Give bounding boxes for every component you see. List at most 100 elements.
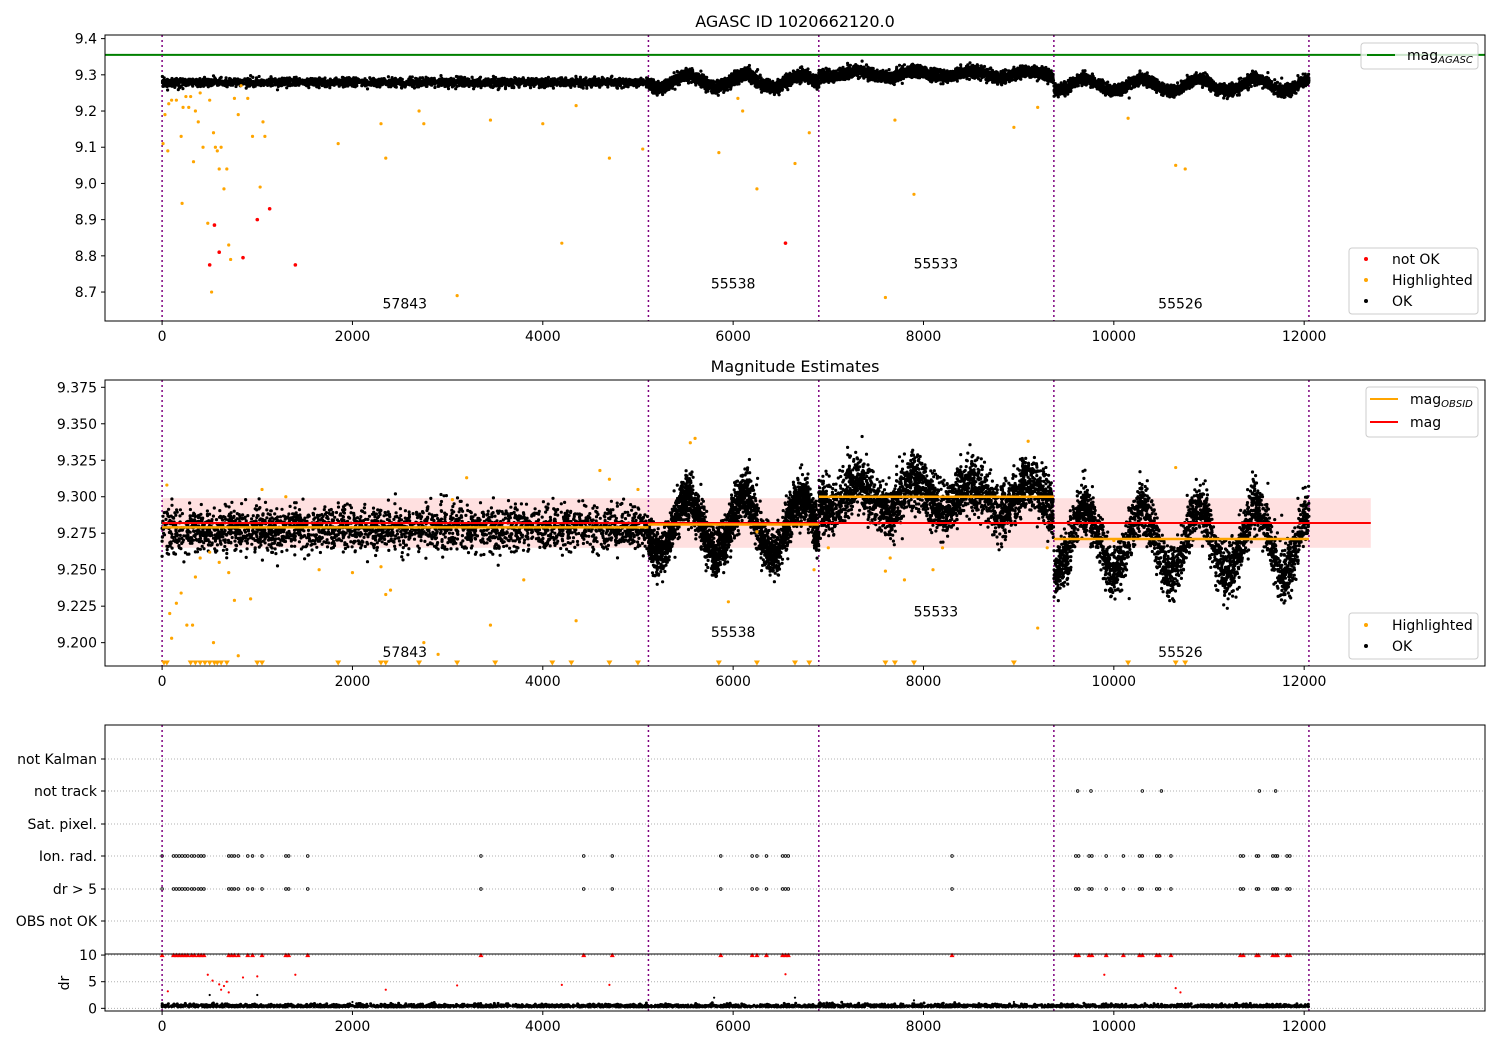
- highlighted-point: [193, 109, 198, 113]
- highlighted-point: [641, 147, 645, 151]
- highlighted-point: [232, 96, 237, 100]
- flag-marker: [232, 887, 237, 891]
- highlighted-point: [883, 569, 888, 573]
- flag-marker: [719, 854, 723, 858]
- highlighted-point: [179, 134, 183, 138]
- y-tick-label: Sat. pixel.: [28, 817, 97, 833]
- highlighted-point: [755, 187, 759, 191]
- not-ok-point: [207, 263, 212, 267]
- flag-marker: [610, 854, 614, 858]
- flag-marker: [1256, 854, 1261, 858]
- flag-marker: [750, 887, 754, 891]
- flag-marker: [186, 854, 190, 858]
- flag-marker: [1273, 887, 1278, 891]
- ok-points-cloud: [646, 63, 821, 97]
- flag-marker: [1273, 854, 1278, 858]
- dr-clipped-marker: [754, 952, 760, 958]
- highlighted-point: [450, 498, 454, 502]
- panel-magnitude-title: Magnitude Estimates: [711, 357, 880, 376]
- highlighted-point: [209, 290, 214, 294]
- highlighted-below-axis-marker: [214, 660, 221, 666]
- dr-outlier-point: [793, 996, 797, 999]
- y-tick-label: OBS not OK: [16, 914, 98, 930]
- panel-dr-frame: [104, 953, 1486, 1012]
- dr-red-point: [222, 984, 226, 988]
- y-tick-label: 10: [79, 948, 97, 964]
- y-tick-label: 9.300: [57, 490, 97, 506]
- highlighted-point: [185, 623, 189, 627]
- highlighted-below-axis-marker: [378, 660, 384, 666]
- panel-agasc-legend-points: not OK Highlighted OK: [1348, 247, 1479, 315]
- panel-dr-marks: [105, 952, 1485, 1011]
- highlighted-point: [263, 134, 267, 138]
- flag-marker: [236, 854, 240, 858]
- dr-clipped-marker: [235, 952, 241, 958]
- y-tick-label: dr > 5: [53, 882, 97, 898]
- highlighted-point: [198, 556, 202, 560]
- x-tick-label: 10000: [1092, 674, 1137, 690]
- flag-marker: [1241, 887, 1245, 891]
- highlighted-point: [574, 619, 578, 623]
- flag-marker: [750, 854, 754, 858]
- highlighted-point: [249, 597, 253, 601]
- dr-clipped-marker: [231, 952, 237, 958]
- panel-magnitude-marks: 57843 55538 55533 55526: [160, 380, 1371, 666]
- panel-magnitude-frame: [104, 379, 1486, 667]
- legend-box: [1348, 247, 1479, 315]
- highlighted-point: [260, 487, 264, 492]
- dr-clipped-marker: [1157, 952, 1163, 958]
- flag-marker: [610, 887, 614, 891]
- highlighted-below-axis-marker: [492, 660, 499, 666]
- highlighted-point: [541, 122, 545, 126]
- dr-clipped-marker: [250, 952, 256, 958]
- dr-red-point: [784, 973, 787, 976]
- highlighted-point: [488, 118, 493, 122]
- legend-label-mag-agasc: magAGASC: [1407, 48, 1473, 66]
- obsid-label: 55526: [1158, 645, 1203, 661]
- dr-ok-points-cloud: [160, 1000, 1311, 1009]
- highlighted-point: [284, 495, 288, 499]
- highlighted-below-axis-marker: [606, 660, 613, 666]
- highlighted-below-axis-marker: [254, 660, 261, 666]
- highlighted-point: [217, 560, 221, 564]
- obsid-label: 55533: [914, 257, 959, 273]
- highlighted-point: [893, 118, 897, 122]
- dr-clipped-marker: [1287, 952, 1293, 958]
- highlighted-point: [225, 167, 229, 171]
- highlighted-point: [1012, 125, 1016, 129]
- x-tick-label: 0: [158, 329, 167, 345]
- y-tick-label: 9.3: [75, 68, 97, 84]
- highlighted-point: [236, 654, 240, 658]
- x-tick-label: 10000: [1092, 329, 1137, 345]
- highlighted-below-axis-marker: [715, 660, 722, 666]
- y-tick-label: 9.225: [57, 599, 97, 615]
- highlighted-point: [793, 161, 797, 166]
- x-tick-label: 2000: [335, 329, 371, 345]
- y-tick-label: 9.375: [57, 380, 97, 396]
- dr-clipped-marker: [1168, 952, 1174, 958]
- legend-marker-not-ok: [1364, 257, 1368, 261]
- highlighted-point: [196, 120, 200, 124]
- x-tick-label: 4000: [525, 1019, 561, 1035]
- flag-marker: [260, 854, 264, 858]
- legend-label-highlighted: Highlighted: [1392, 273, 1473, 289]
- highlighted-point: [165, 483, 169, 487]
- highlighted-point: [912, 192, 916, 196]
- legend-label-ok: OK: [1392, 294, 1413, 310]
- dr-red-point: [456, 984, 459, 987]
- dr-red-point: [218, 983, 221, 986]
- dr-clipped-marker: [1120, 952, 1126, 958]
- highlighted-point: [193, 575, 198, 579]
- y-tick-label: 8.7: [75, 285, 97, 301]
- highlighted-point: [168, 611, 172, 616]
- highlighted-point: [174, 601, 178, 605]
- highlighted-point: [422, 641, 426, 645]
- flag-marker: [1090, 854, 1094, 858]
- panel-dr-ylabel: dr: [57, 975, 73, 990]
- highlighted-point: [261, 120, 265, 124]
- highlighted-point: [201, 145, 205, 149]
- highlighted-point: [888, 556, 892, 560]
- highlighted-below-axis-marker: [201, 660, 208, 666]
- highlighted-point: [726, 600, 730, 604]
